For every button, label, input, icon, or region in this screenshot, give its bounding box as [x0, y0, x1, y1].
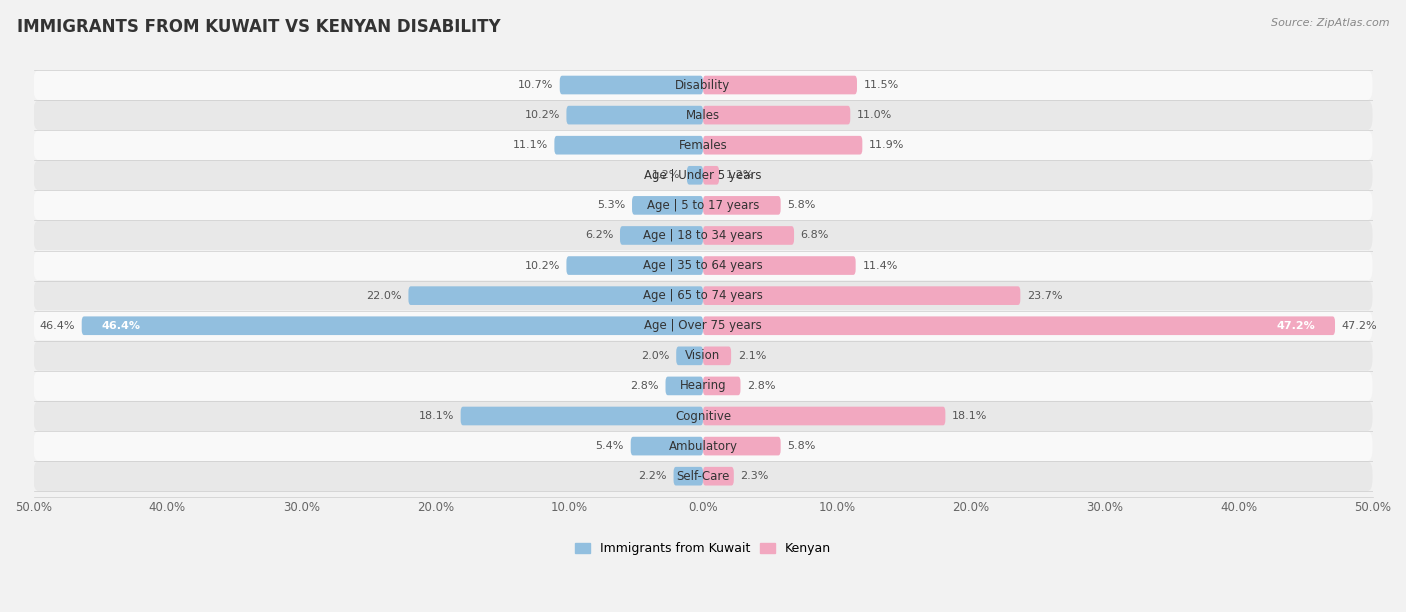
FancyBboxPatch shape [408, 286, 703, 305]
FancyBboxPatch shape [34, 100, 1372, 130]
FancyBboxPatch shape [703, 166, 718, 185]
FancyBboxPatch shape [461, 407, 703, 425]
Text: 1.2%: 1.2% [725, 170, 754, 181]
FancyBboxPatch shape [631, 437, 703, 455]
FancyBboxPatch shape [633, 196, 703, 215]
FancyBboxPatch shape [703, 226, 794, 245]
Text: 46.4%: 46.4% [39, 321, 75, 330]
Text: Females: Females [679, 139, 727, 152]
Text: Hearing: Hearing [679, 379, 727, 392]
Text: 2.8%: 2.8% [630, 381, 659, 391]
FancyBboxPatch shape [703, 256, 856, 275]
FancyBboxPatch shape [34, 220, 1372, 250]
FancyBboxPatch shape [665, 376, 703, 395]
Text: 22.0%: 22.0% [366, 291, 402, 300]
Text: 47.2%: 47.2% [1277, 321, 1315, 330]
Text: 10.2%: 10.2% [524, 261, 560, 271]
FancyBboxPatch shape [34, 190, 1372, 220]
FancyBboxPatch shape [34, 281, 1372, 311]
FancyBboxPatch shape [620, 226, 703, 245]
Text: 47.2%: 47.2% [1341, 321, 1378, 330]
FancyBboxPatch shape [34, 371, 1372, 401]
Text: Age | 18 to 34 years: Age | 18 to 34 years [643, 229, 763, 242]
FancyBboxPatch shape [34, 401, 1372, 431]
Text: 2.0%: 2.0% [641, 351, 669, 361]
FancyBboxPatch shape [34, 341, 1372, 371]
Text: 6.2%: 6.2% [585, 231, 613, 241]
Text: 10.2%: 10.2% [524, 110, 560, 120]
FancyBboxPatch shape [703, 467, 734, 485]
Text: Age | Under 5 years: Age | Under 5 years [644, 169, 762, 182]
Legend: Immigrants from Kuwait, Kenyan: Immigrants from Kuwait, Kenyan [569, 537, 837, 561]
FancyBboxPatch shape [560, 76, 703, 94]
FancyBboxPatch shape [567, 256, 703, 275]
FancyBboxPatch shape [34, 160, 1372, 190]
Text: Ambulatory: Ambulatory [668, 439, 738, 453]
Text: Males: Males [686, 108, 720, 122]
Text: 18.1%: 18.1% [952, 411, 987, 421]
Text: 46.4%: 46.4% [101, 321, 141, 330]
Text: Age | 35 to 64 years: Age | 35 to 64 years [643, 259, 763, 272]
Text: 11.0%: 11.0% [858, 110, 893, 120]
Text: 2.8%: 2.8% [747, 381, 776, 391]
Text: Cognitive: Cognitive [675, 409, 731, 422]
Text: Vision: Vision [685, 349, 721, 362]
FancyBboxPatch shape [673, 467, 703, 485]
Text: 11.4%: 11.4% [862, 261, 897, 271]
FancyBboxPatch shape [703, 437, 780, 455]
Text: 2.2%: 2.2% [638, 471, 666, 481]
FancyBboxPatch shape [676, 346, 703, 365]
Text: Age | Over 75 years: Age | Over 75 years [644, 319, 762, 332]
Text: Source: ZipAtlas.com: Source: ZipAtlas.com [1271, 18, 1389, 28]
FancyBboxPatch shape [34, 431, 1372, 461]
FancyBboxPatch shape [703, 196, 780, 215]
Text: 2.1%: 2.1% [738, 351, 766, 361]
FancyBboxPatch shape [34, 250, 1372, 281]
Text: 5.8%: 5.8% [787, 441, 815, 451]
FancyBboxPatch shape [688, 166, 703, 185]
Text: Age | 65 to 74 years: Age | 65 to 74 years [643, 289, 763, 302]
Text: 5.3%: 5.3% [598, 200, 626, 211]
Text: Age | 5 to 17 years: Age | 5 to 17 years [647, 199, 759, 212]
Text: 23.7%: 23.7% [1026, 291, 1063, 300]
FancyBboxPatch shape [703, 106, 851, 124]
FancyBboxPatch shape [703, 376, 741, 395]
Text: 11.9%: 11.9% [869, 140, 904, 150]
FancyBboxPatch shape [703, 346, 731, 365]
FancyBboxPatch shape [703, 286, 1021, 305]
Text: 5.8%: 5.8% [787, 200, 815, 211]
FancyBboxPatch shape [703, 76, 858, 94]
Text: 1.2%: 1.2% [652, 170, 681, 181]
FancyBboxPatch shape [82, 316, 703, 335]
Text: IMMIGRANTS FROM KUWAIT VS KENYAN DISABILITY: IMMIGRANTS FROM KUWAIT VS KENYAN DISABIL… [17, 18, 501, 36]
FancyBboxPatch shape [34, 461, 1372, 491]
Text: Disability: Disability [675, 78, 731, 92]
Text: 2.3%: 2.3% [741, 471, 769, 481]
FancyBboxPatch shape [34, 130, 1372, 160]
Text: Self-Care: Self-Care [676, 469, 730, 483]
FancyBboxPatch shape [703, 136, 862, 154]
FancyBboxPatch shape [34, 70, 1372, 100]
Text: 10.7%: 10.7% [517, 80, 553, 90]
Text: 18.1%: 18.1% [419, 411, 454, 421]
FancyBboxPatch shape [703, 316, 1336, 335]
Text: 11.5%: 11.5% [863, 80, 898, 90]
Text: 6.8%: 6.8% [801, 231, 830, 241]
FancyBboxPatch shape [554, 136, 703, 154]
FancyBboxPatch shape [34, 311, 1372, 341]
FancyBboxPatch shape [567, 106, 703, 124]
FancyBboxPatch shape [703, 407, 945, 425]
Text: 11.1%: 11.1% [512, 140, 548, 150]
Text: 5.4%: 5.4% [596, 441, 624, 451]
